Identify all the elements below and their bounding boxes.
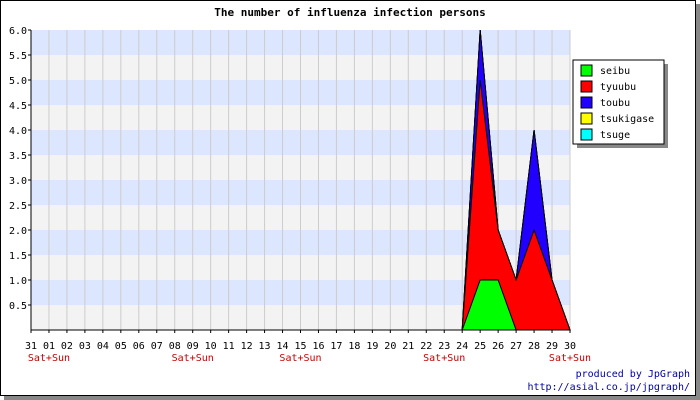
x-axis-ticks: 31 01 02 03 04 05 06 07 08 09 10 11 12 13 14 15 16 17 18 19…: [25, 330, 576, 352]
x-tick-label: 25: [474, 341, 486, 352]
chart-title: The number of influenza infection person…: [214, 6, 486, 19]
y-tick-label: 2.5: [9, 201, 27, 212]
area-series: [461, 29, 571, 331]
x-tick-label: 24: [456, 341, 468, 352]
area-tyuubu: [461, 79, 571, 331]
legend-label-tyuubu: tyuubu: [600, 82, 636, 93]
x-tick-label: 28: [528, 341, 540, 352]
credit-line-2: http://asial.co.jp/jpgraph/: [527, 382, 690, 393]
y-tick-label: 5.5: [9, 51, 27, 62]
x-tick-label: 10: [205, 341, 217, 352]
legend-swatch-toubu: [580, 96, 593, 109]
x-tick-label: 02: [61, 341, 73, 352]
x-tick-label: 19: [366, 341, 378, 352]
x-tick-label: 09: [187, 341, 199, 352]
x-tick-label: 22: [420, 341, 432, 352]
legend-swatch-tsukigase: [580, 112, 593, 125]
x-tick-label: 01: [43, 341, 55, 352]
legend-label-toubu: toubu: [600, 98, 630, 109]
legend: seibu tyuubu toubu tsukigase tsuge: [572, 59, 668, 148]
legend-swatch-tsuge: [580, 128, 593, 141]
legend-swatch-tyuubu: [580, 80, 593, 93]
legend-swatch-seibu: [580, 64, 593, 77]
x-tick-label: 26: [492, 341, 504, 352]
weekend-label: Sat+Sun: [28, 353, 70, 364]
x-tick-label: 23: [438, 341, 450, 352]
legend-label-seibu: seibu: [600, 66, 630, 77]
y-tick-label: 3.5: [9, 151, 27, 162]
legend-items: seibu tyuubu toubu tsukigase tsuge: [580, 64, 654, 141]
weekend-labels: Sat+Sun Sat+Sun Sat+Sun Sat+Sun Sat+Sun: [28, 353, 591, 364]
y-tick-label: 0.5: [9, 301, 27, 312]
weekend-label: Sat+Sun: [279, 353, 321, 364]
weekend-label: Sat+Sun: [549, 353, 591, 364]
x-tick-label: 11: [223, 341, 235, 352]
x-tick-label: 27: [510, 341, 522, 352]
x-tick-label: 13: [259, 341, 271, 352]
x-tick-label: 08: [169, 341, 181, 352]
y-tick-label: 4.0: [9, 126, 27, 137]
x-tick-label: 31: [25, 341, 37, 352]
x-tick-label: 07: [151, 341, 163, 352]
x-tick-label: 21: [402, 341, 414, 352]
y-axis-ticks: 6.0 5.5 5.0 4.5 4.0 3.5 3.0 2.5 2.0 1.5 1.0 0.5: [9, 26, 31, 312]
x-tick-label: 15: [294, 341, 306, 352]
credit-line-1: produced by JpGraph: [576, 369, 690, 380]
legend-label-tsukigase: tsukigase: [600, 114, 654, 125]
x-tick-label: 20: [384, 341, 396, 352]
y-tick-label: 5.0: [9, 76, 27, 87]
weekend-label: Sat+Sun: [172, 353, 214, 364]
x-tick-label: 16: [312, 341, 324, 352]
x-tick-label: 03: [79, 341, 91, 352]
y-tick-label: 2.0: [9, 226, 27, 237]
x-tick-label: 17: [330, 341, 342, 352]
x-tick-label: 18: [348, 341, 360, 352]
y-tick-label: 6.0: [9, 26, 27, 37]
weekend-label: Sat+Sun: [423, 353, 465, 364]
x-tick-label: 04: [97, 341, 109, 352]
x-tick-label: 12: [241, 341, 253, 352]
y-tick-label: 1.5: [9, 251, 27, 262]
y-tick-label: 1.0: [9, 276, 27, 287]
x-tick-label: 14: [277, 341, 289, 352]
x-tick-label: 30: [564, 341, 576, 352]
x-tick-label: 29: [546, 341, 558, 352]
x-tick-label: 06: [133, 341, 145, 352]
x-tick-label: 05: [115, 341, 127, 352]
y-tick-label: 4.5: [9, 101, 27, 112]
legend-label-tsuge: tsuge: [600, 130, 630, 141]
y-tick-label: 3.0: [9, 176, 27, 187]
